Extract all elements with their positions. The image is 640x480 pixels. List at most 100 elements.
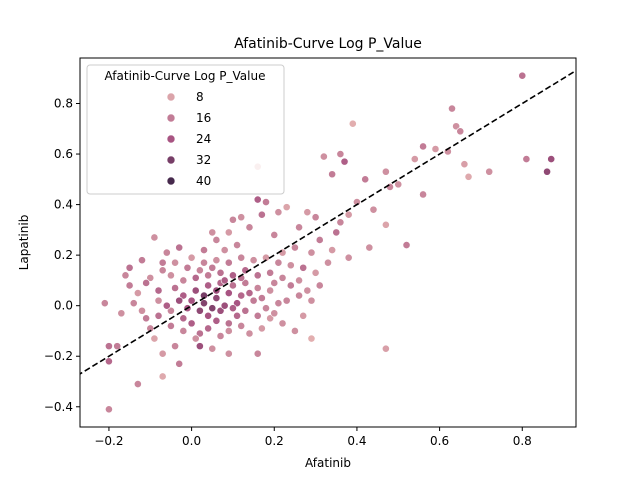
data-point bbox=[340, 157, 349, 166]
x-tick-label: −0.2 bbox=[94, 434, 123, 448]
data-point bbox=[200, 299, 208, 308]
data-point bbox=[262, 198, 270, 206]
data-point bbox=[253, 311, 262, 320]
data-point bbox=[204, 311, 213, 320]
data-point bbox=[460, 160, 469, 169]
data-point bbox=[212, 294, 221, 302]
reference-line bbox=[80, 69, 576, 375]
data-point bbox=[543, 167, 551, 176]
data-point bbox=[245, 329, 254, 338]
data-point bbox=[195, 266, 204, 275]
data-point bbox=[117, 309, 126, 318]
data-point bbox=[241, 306, 250, 315]
x-axis-label: Afatinib bbox=[305, 456, 351, 470]
plot-frame bbox=[79, 57, 577, 428]
y-tick-label: 0.2 bbox=[54, 248, 73, 262]
data-point bbox=[195, 342, 204, 351]
data-point bbox=[328, 246, 337, 254]
data-point bbox=[233, 241, 241, 249]
data-point bbox=[237, 213, 246, 222]
x-tick-label: 0.6 bbox=[430, 434, 449, 448]
data-point bbox=[204, 281, 213, 290]
data-point bbox=[162, 248, 171, 257]
data-point bbox=[216, 306, 225, 315]
data-point bbox=[237, 253, 246, 262]
data-point bbox=[266, 268, 275, 277]
data-point bbox=[224, 349, 233, 358]
data-point bbox=[224, 258, 233, 267]
data-point bbox=[224, 228, 233, 237]
data-point bbox=[249, 256, 258, 265]
data-point bbox=[204, 324, 213, 333]
chart-title: Afatinib-Curve Log P_Value bbox=[234, 36, 422, 52]
data-point bbox=[286, 281, 295, 290]
data-point bbox=[167, 321, 175, 330]
data-point bbox=[311, 213, 320, 222]
legend-marker bbox=[166, 176, 176, 186]
data-point bbox=[307, 248, 316, 257]
data-point bbox=[419, 190, 427, 199]
data-point bbox=[274, 208, 283, 217]
data-point bbox=[229, 281, 237, 290]
data-point bbox=[208, 304, 217, 313]
data-point bbox=[179, 327, 188, 335]
data-point bbox=[237, 321, 246, 330]
data-point bbox=[175, 243, 184, 252]
data-point bbox=[138, 306, 146, 315]
data-point bbox=[402, 241, 411, 249]
data-point bbox=[167, 271, 175, 280]
data-point bbox=[315, 281, 324, 290]
data-point bbox=[381, 344, 390, 353]
y-axis-label: Lapatinib bbox=[17, 215, 31, 271]
data-point bbox=[125, 263, 134, 272]
data-point bbox=[266, 314, 275, 323]
data-point bbox=[233, 311, 241, 320]
data-point bbox=[278, 273, 287, 282]
y-tick-label: 0.0 bbox=[54, 299, 73, 313]
data-point bbox=[291, 243, 299, 252]
data-point bbox=[142, 279, 151, 287]
y-tick-label: 0.6 bbox=[54, 147, 73, 161]
legend-label: 8 bbox=[196, 90, 204, 104]
data-point bbox=[133, 380, 142, 388]
data-point bbox=[336, 150, 345, 158]
data-point bbox=[253, 349, 262, 358]
y-tick-label: 0.8 bbox=[54, 96, 73, 110]
x-tick-label: 0.2 bbox=[265, 434, 284, 448]
data-point bbox=[200, 246, 208, 254]
data-point bbox=[249, 296, 258, 305]
data-point bbox=[295, 276, 303, 285]
data-point bbox=[270, 309, 279, 318]
data-point bbox=[138, 256, 146, 265]
data-point bbox=[369, 205, 378, 214]
data-point bbox=[175, 359, 184, 368]
data-point bbox=[162, 301, 171, 310]
data-point bbox=[133, 289, 142, 297]
x-tick-label: 0.8 bbox=[513, 434, 532, 448]
legend-marker bbox=[166, 134, 176, 144]
data-point bbox=[274, 258, 283, 267]
data-point bbox=[307, 296, 316, 305]
data-point bbox=[195, 329, 204, 338]
data-point bbox=[307, 334, 316, 343]
data-point bbox=[224, 319, 233, 328]
data-point bbox=[175, 296, 184, 305]
data-point bbox=[195, 306, 204, 315]
legend-title: Afatinib-Curve Log P_Value bbox=[105, 69, 266, 83]
reference-line-group bbox=[80, 69, 576, 375]
data-point bbox=[187, 319, 196, 328]
legend-marker bbox=[166, 92, 176, 102]
data-point bbox=[204, 271, 213, 280]
data-point bbox=[324, 258, 332, 267]
data-point bbox=[229, 215, 237, 224]
legend-label: 32 bbox=[196, 153, 211, 167]
data-point bbox=[282, 296, 291, 305]
data-point bbox=[295, 291, 303, 300]
data-point bbox=[303, 286, 312, 295]
data-point bbox=[154, 286, 163, 295]
data-point bbox=[229, 271, 237, 280]
x-tick-label: 0.0 bbox=[182, 434, 201, 448]
data-point bbox=[336, 218, 345, 227]
